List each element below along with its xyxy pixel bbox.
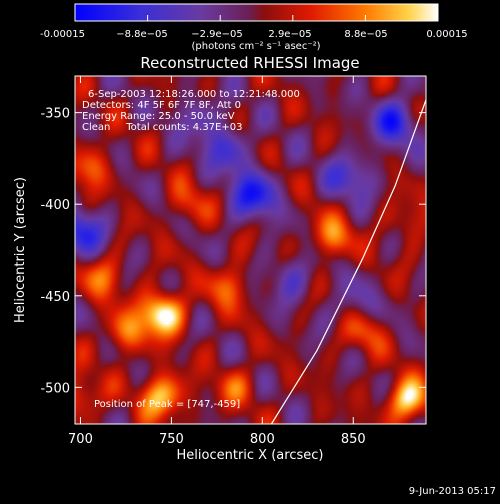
annotation-time-range: 6-Sep-2003 12:18:26.000 to 12:21:48.000 <box>88 89 300 100</box>
y-axis-ticks <box>75 112 426 388</box>
colorbar-ticks <box>74 15 439 21</box>
y-tick-label-2: -450 <box>40 290 70 305</box>
colorbar-tick-labels: -0.00015 −8.8e−05 −2.9e−05 2.9e−05 8.8e−… <box>40 29 468 40</box>
annotation-detectors: Detectors: 4F 5F 6F 7F 8F, Att 0 <box>82 100 241 111</box>
annotation-energy-range: Energy Range: 25.0 - 50.0 keV <box>82 111 235 122</box>
x-axis-ticks <box>79 76 354 424</box>
colorbar-frame <box>74 3 439 22</box>
annotation-peak-position: Position of Peak = [747,-459] <box>94 399 240 410</box>
x-axis-label: Heliocentric X (arcsec) <box>177 448 324 463</box>
colorbar-tick-label-5: 0.00015 <box>426 29 467 40</box>
solar-limb-curve <box>270 99 426 424</box>
x-tick-label-1: 750 <box>159 432 184 447</box>
y-axis-tick-labels: -350 -400 -450 -500 <box>40 107 70 397</box>
x-axis-tick-labels: 700 750 800 850 <box>68 432 366 447</box>
colorbar-tick-label-4: 8.8e−05 <box>344 29 387 40</box>
colorbar-tick-label-1: −8.8e−05 <box>116 29 168 40</box>
y-axis-label: Heliocentric Y (arcsec) <box>13 177 28 323</box>
colorbar-tick-label-0: -0.00015 <box>40 29 85 40</box>
y-tick-label-3: -500 <box>40 381 70 396</box>
colorbar-tick-label-3: 2.9e−05 <box>268 29 311 40</box>
footer-date: 9-Jun-2013 05:17 <box>409 486 496 497</box>
colorbar-units: (photons cm⁻² s⁻¹ asec⁻²) <box>191 41 320 52</box>
colorbar <box>75 4 438 21</box>
colorbar-tick-label-2: −2.9e−05 <box>191 29 243 40</box>
chart-title: Reconstructed RHESSI Image <box>140 54 359 72</box>
annotation-clean-counts: Clean Total counts: 4.37E+03 <box>82 122 242 133</box>
plot-area <box>75 76 426 424</box>
plot-frame <box>74 75 427 425</box>
x-tick-label-2: 800 <box>250 432 275 447</box>
x-tick-label-3: 850 <box>341 432 366 447</box>
heatmap-image <box>75 76 426 424</box>
y-tick-label-0: -350 <box>40 107 70 122</box>
info-annotations: 6-Sep-2003 12:18:26.000 to 12:21:48.000 … <box>82 89 300 410</box>
y-tick-label-1: -400 <box>40 198 70 213</box>
x-tick-label-0: 700 <box>68 432 93 447</box>
